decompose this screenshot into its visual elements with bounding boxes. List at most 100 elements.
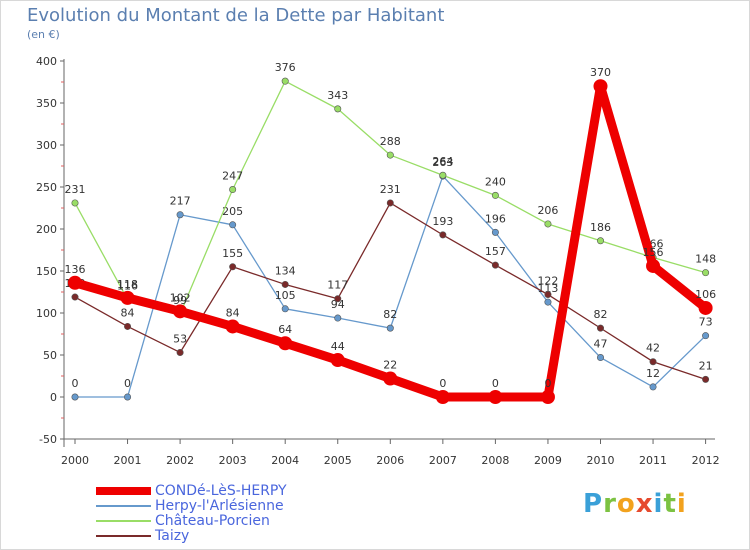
data-point bbox=[649, 383, 657, 391]
x-tick-label: 2006 bbox=[376, 454, 404, 467]
data-label: 44 bbox=[331, 340, 345, 353]
legend-swatch bbox=[96, 520, 151, 522]
data-label: 0 bbox=[439, 377, 446, 390]
y-tick-label: 100 bbox=[36, 307, 57, 320]
data-label: 118 bbox=[117, 278, 138, 291]
data-point bbox=[281, 77, 289, 85]
data-label: 0 bbox=[124, 377, 131, 390]
data-point bbox=[491, 261, 499, 269]
data-point bbox=[334, 295, 342, 303]
legend-label: Herpy-l'Arlésienne bbox=[155, 498, 284, 514]
data-point bbox=[544, 291, 552, 299]
x-tick-label: 2007 bbox=[429, 454, 457, 467]
data-label: 136 bbox=[65, 263, 86, 276]
x-tick-label: 2010 bbox=[587, 454, 615, 467]
data-point bbox=[176, 211, 184, 219]
y-tick-label: -50 bbox=[39, 433, 57, 446]
data-point bbox=[281, 305, 289, 313]
logo-letter: P bbox=[583, 489, 604, 519]
x-tick-label: 2002 bbox=[166, 454, 194, 467]
data-label: 0 bbox=[72, 377, 79, 390]
data-point bbox=[702, 375, 710, 383]
data-point bbox=[334, 105, 342, 113]
legend-label: Château-Porcien bbox=[155, 513, 270, 529]
data-point bbox=[229, 263, 237, 271]
y-tick-label: 350 bbox=[36, 97, 57, 110]
legend-item: Taizy bbox=[96, 529, 287, 544]
data-label: 12 bbox=[646, 367, 660, 380]
logo-letter: x bbox=[635, 489, 654, 519]
series-3: 1198453155134117231193157122824221 bbox=[65, 183, 713, 383]
data-point bbox=[225, 319, 240, 334]
data-label: 64 bbox=[278, 323, 292, 336]
data-point bbox=[71, 293, 79, 301]
chart-legend: CONDé-LèS-HERPY Herpy-l'Arlésienne Château… bbox=[96, 484, 287, 544]
data-point bbox=[544, 220, 552, 228]
x-tick-label: 2009 bbox=[534, 454, 562, 467]
data-point bbox=[124, 393, 132, 401]
data-point bbox=[439, 231, 447, 239]
logo-letter: o bbox=[616, 489, 636, 519]
data-point bbox=[491, 191, 499, 199]
data-label: 205 bbox=[222, 205, 243, 218]
data-label: 106 bbox=[695, 288, 716, 301]
data-point bbox=[68, 275, 82, 290]
data-point bbox=[386, 324, 394, 332]
data-point bbox=[596, 354, 604, 362]
data-label: 206 bbox=[537, 204, 558, 217]
data-label: 231 bbox=[380, 183, 401, 196]
data-label: 247 bbox=[222, 170, 243, 183]
data-label: 156 bbox=[643, 246, 664, 259]
legend-swatch bbox=[96, 487, 151, 495]
y-tick-label: 300 bbox=[36, 139, 57, 152]
data-label: 263 bbox=[432, 156, 453, 169]
data-point bbox=[71, 393, 79, 401]
data-label: 240 bbox=[485, 175, 506, 188]
data-label: 231 bbox=[65, 183, 86, 196]
y-tick-label: 50 bbox=[43, 349, 57, 362]
data-point bbox=[488, 390, 503, 404]
legend-label: Taizy bbox=[155, 528, 190, 544]
data-label: 134 bbox=[275, 264, 296, 277]
data-point bbox=[698, 300, 713, 315]
y-tick-label: 0 bbox=[50, 391, 57, 404]
data-point bbox=[540, 390, 555, 404]
data-point bbox=[173, 304, 188, 319]
data-label: 0 bbox=[492, 377, 499, 390]
data-label: 102 bbox=[170, 291, 191, 304]
data-point bbox=[593, 79, 608, 94]
data-point bbox=[176, 348, 184, 356]
y-tick-label: 200 bbox=[36, 223, 57, 236]
data-label: 22 bbox=[383, 359, 397, 372]
data-label: 117 bbox=[327, 279, 348, 292]
data-point bbox=[229, 221, 237, 229]
data-label: 0 bbox=[544, 377, 551, 390]
data-point bbox=[386, 199, 394, 207]
data-point bbox=[702, 269, 710, 277]
series-line bbox=[70, 81, 711, 402]
legend-swatch bbox=[96, 505, 151, 507]
legend-swatch bbox=[96, 535, 151, 537]
legend-item: Château-Porcien bbox=[96, 514, 287, 529]
x-tick-label: 2000 bbox=[61, 454, 89, 467]
x-tick-label: 2008 bbox=[481, 454, 509, 467]
data-label: 84 bbox=[226, 306, 240, 319]
data-point bbox=[491, 228, 499, 236]
data-label: 21 bbox=[699, 359, 713, 372]
y-tick-label: 150 bbox=[36, 265, 57, 278]
x-tick-label: 2001 bbox=[114, 454, 142, 467]
chart-subtitle: (en €) bbox=[27, 28, 60, 41]
data-label: 84 bbox=[121, 306, 135, 319]
data-point bbox=[229, 186, 237, 194]
data-point bbox=[383, 371, 398, 386]
data-point bbox=[439, 171, 447, 179]
data-label: 53 bbox=[173, 332, 187, 345]
data-label: 264 bbox=[432, 155, 453, 168]
data-label: 155 bbox=[222, 247, 243, 260]
data-point bbox=[334, 314, 342, 322]
logo-letter: i bbox=[653, 489, 664, 519]
data-point bbox=[278, 336, 293, 351]
data-label: 116 bbox=[117, 280, 138, 293]
